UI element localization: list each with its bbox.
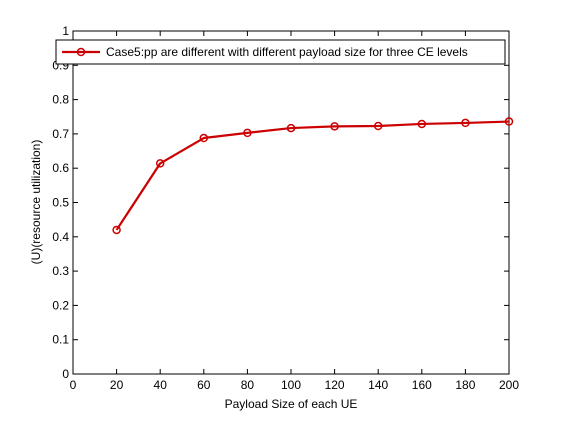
data-point: [286, 123, 296, 133]
x-tick-label: 60: [197, 378, 211, 392]
x-tick-label: 120: [325, 378, 345, 392]
legend-entry-label: Case5:pp are different with different pa…: [106, 45, 468, 59]
y-tick-label: 0.4: [52, 230, 69, 244]
data-point: [155, 159, 165, 168]
y-tick-label: 0.8: [52, 93, 69, 107]
data-point: [417, 119, 427, 129]
y-axis-label: (U)(resource utilization): [29, 140, 43, 265]
y-tick-label: 0.2: [52, 298, 69, 312]
legend: Case5:pp are different with different pa…: [55, 39, 506, 65]
x-tick-label: 140: [368, 378, 388, 392]
x-axis-label: Payload Size of each UE: [225, 397, 358, 411]
data-point: [373, 121, 383, 131]
legend-swatch-marker: [76, 47, 86, 57]
y-tick-label: 0: [62, 367, 69, 381]
axis-ticks: 0 20 40 60 80 100 120 140 160 180 200 0 0.1 0.2 0.3 0.4…: [52, 24, 519, 392]
x-tick-label: 0: [70, 378, 77, 392]
x-tick-label: 200: [499, 378, 519, 392]
data-point: [199, 133, 209, 143]
x-tick-label: 180: [455, 378, 475, 392]
y-tick-label: 0.3: [52, 264, 69, 278]
y-tick-label: 0.7: [52, 127, 69, 141]
plot-area: [72, 30, 510, 375]
y-tick-label: 1: [62, 24, 69, 38]
x-tick-label: 20: [110, 378, 124, 392]
x-tick-label: 160: [412, 378, 432, 392]
x-tick-label: 40: [154, 378, 168, 392]
y-tick-label: 0.5: [52, 196, 69, 210]
x-tick-label: 80: [241, 378, 255, 392]
data-point: [112, 225, 121, 235]
legend-box: [55, 39, 506, 65]
series-layer: [112, 117, 514, 235]
y-tick-label: 0.1: [52, 333, 69, 347]
series-line: [115, 120, 510, 231]
y-tick-label: 0.6: [52, 161, 69, 175]
data-point: [504, 117, 514, 126]
data-point: [461, 118, 470, 128]
x-tick-label: 100: [281, 378, 301, 392]
data-point: [243, 128, 252, 138]
data-point: [330, 122, 339, 131]
